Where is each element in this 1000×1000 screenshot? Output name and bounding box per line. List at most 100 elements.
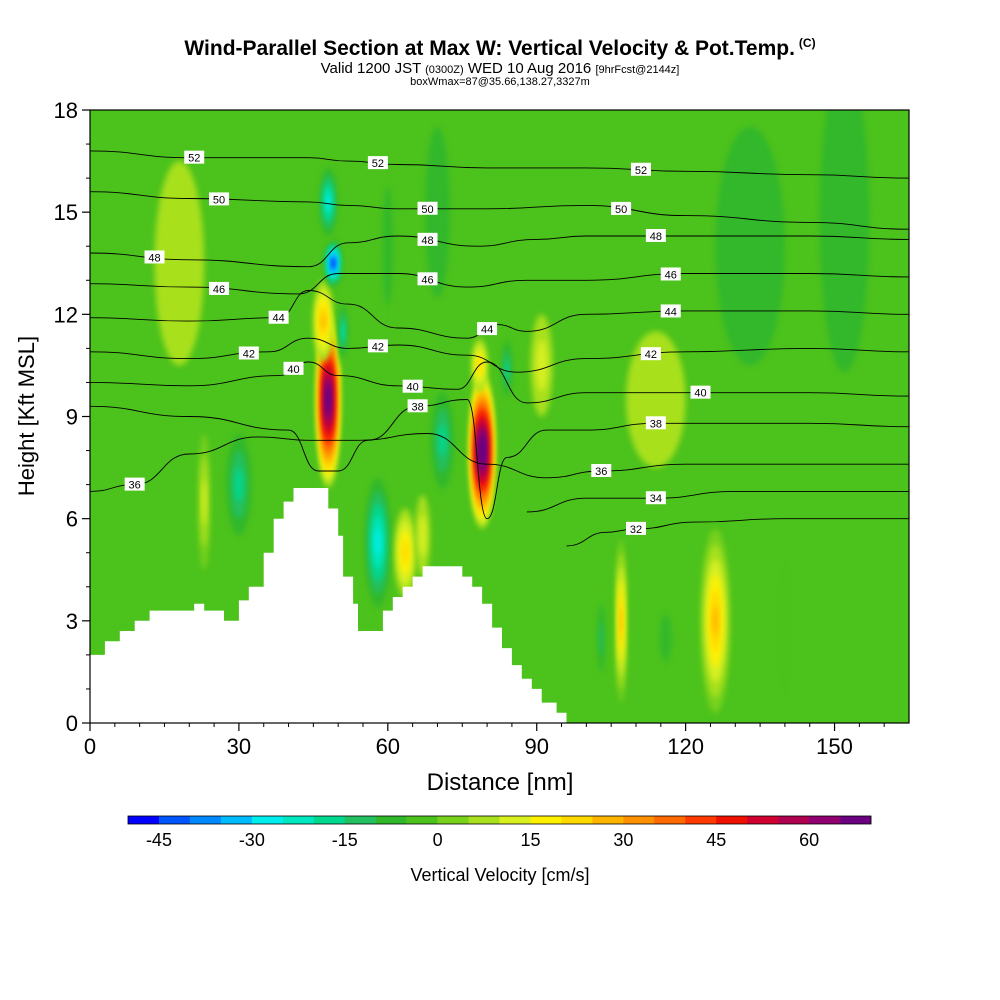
w-feature <box>499 331 514 407</box>
theta-label-bg <box>640 347 661 361</box>
theta-label-bg <box>268 310 289 324</box>
theta-label-text: 48 <box>650 231 662 243</box>
theta-label: 46 <box>209 281 230 296</box>
w-level-fill <box>536 339 548 391</box>
theta-label-text: 50 <box>213 194 225 206</box>
w-feature <box>427 375 458 506</box>
colorbar-swatch <box>344 816 376 824</box>
theta-label-bg <box>645 229 666 243</box>
theta-label: 48 <box>144 250 165 264</box>
w-level-fill <box>819 110 870 373</box>
chart-title: Wind-Parallel Section at Max W: Vertical… <box>0 36 1000 61</box>
theta-label-bg <box>124 477 145 491</box>
w-feature <box>626 331 686 468</box>
theta-label: 38 <box>407 399 428 413</box>
theta-contour-44 <box>90 290 909 339</box>
colorbar-swatch <box>809 816 841 824</box>
w-feature <box>615 539 627 703</box>
colorbar-swatch <box>592 816 624 824</box>
theta-label-bg <box>283 361 304 375</box>
w-level-fill <box>599 620 604 655</box>
x-tick-label: 0 <box>84 734 96 759</box>
w-feature <box>338 297 349 366</box>
colorbar-swatch <box>530 816 562 824</box>
vertical-velocity-field <box>154 110 870 713</box>
colorbar-swatch <box>375 816 407 824</box>
theta-label: 36 <box>124 477 145 492</box>
theta-label-bg <box>660 304 681 318</box>
colorbar-tick-label: -45 <box>146 830 172 850</box>
w-feature <box>530 314 553 417</box>
theta-label-text: 52 <box>635 165 647 177</box>
theta-label-text: 46 <box>421 274 433 286</box>
w-feature <box>325 239 342 288</box>
theta-label: 42 <box>367 339 388 353</box>
w-feature <box>595 586 608 689</box>
y-tick-label: 0 <box>66 711 78 736</box>
colorbar-tick-label: 45 <box>706 830 726 850</box>
colorbar-swatch <box>561 816 593 824</box>
colorbar-swatch <box>840 816 872 824</box>
theta-label: 42 <box>640 347 661 361</box>
theta-label-bg <box>209 281 230 295</box>
w-level-fill <box>715 127 785 366</box>
theta-label-text: 46 <box>213 284 225 296</box>
colorbar-tick-label: 0 <box>433 830 443 850</box>
colorbar-swatch <box>623 816 655 824</box>
theta-label-text: 44 <box>481 324 493 336</box>
colorbar-tick-label: 15 <box>520 830 540 850</box>
colorbar-tick-label: -30 <box>239 830 265 850</box>
y-tick-label: 9 <box>66 405 78 430</box>
valid-utc: (0300Z) <box>425 64 464 76</box>
theta-label-bg <box>417 201 438 215</box>
theta-label: 32 <box>626 521 646 536</box>
theta-label: 42 <box>238 346 259 360</box>
colorbar-swatch <box>282 816 315 824</box>
terrain <box>90 488 567 723</box>
w-feature <box>313 280 334 363</box>
theta-label-bg <box>660 267 681 281</box>
w-level-fill <box>342 324 345 339</box>
theta-label-text: 36 <box>595 466 607 478</box>
copyright-mark: (C) <box>798 36 816 50</box>
theta-label: 38 <box>645 416 666 430</box>
theta-label-bg <box>144 250 165 264</box>
theta-label: 52 <box>630 162 651 177</box>
theta-label-bg <box>402 379 423 393</box>
theta-label-bg <box>407 399 428 413</box>
theta-label: 48 <box>645 229 666 243</box>
theta-label-bg <box>591 463 612 477</box>
colorbar-swatch <box>406 816 438 824</box>
theta-contour-50 <box>90 191 909 230</box>
w-feature <box>700 528 731 713</box>
w-level-fill <box>660 614 672 662</box>
theta-label: 44 <box>660 304 681 318</box>
theta-contours: 52 52 52 50 50 50 48 48 48 46 46 46 44 44 44 42 42 42 40 40… <box>90 150 909 547</box>
theta-label-bg <box>417 272 438 286</box>
theta-label-text: 46 <box>665 269 677 281</box>
theta-label: 36 <box>591 463 612 478</box>
theta-label: 50 <box>209 192 230 206</box>
w-level-fill <box>154 161 205 366</box>
y-tick-label: 6 <box>66 507 78 532</box>
chart-title-text: Wind-Parallel Section at Max W: Vertical… <box>184 37 795 60</box>
y-tick-label: 12 <box>54 302 78 327</box>
x-tick-label: 60 <box>376 734 400 759</box>
theta-contour-36 <box>90 433 909 492</box>
colorbar-swatch <box>716 816 748 824</box>
w-level-fill <box>321 312 326 330</box>
x-axis-label: Distance [nm] <box>427 769 574 796</box>
theta-label: 40 <box>283 361 304 376</box>
colorbar-swatch <box>747 816 779 824</box>
theta-label-text: 50 <box>421 204 433 216</box>
colorbar-frame <box>127 815 872 825</box>
theta-label-bg <box>417 232 438 246</box>
theta-label-text: 42 <box>372 341 384 353</box>
theta-label-text: 52 <box>188 153 200 165</box>
w-feature <box>318 161 339 243</box>
theta-label: 34 <box>645 491 666 505</box>
theta-label-bg <box>611 201 632 215</box>
theta-label-bg <box>477 322 498 336</box>
theta-label-bg <box>626 521 646 535</box>
